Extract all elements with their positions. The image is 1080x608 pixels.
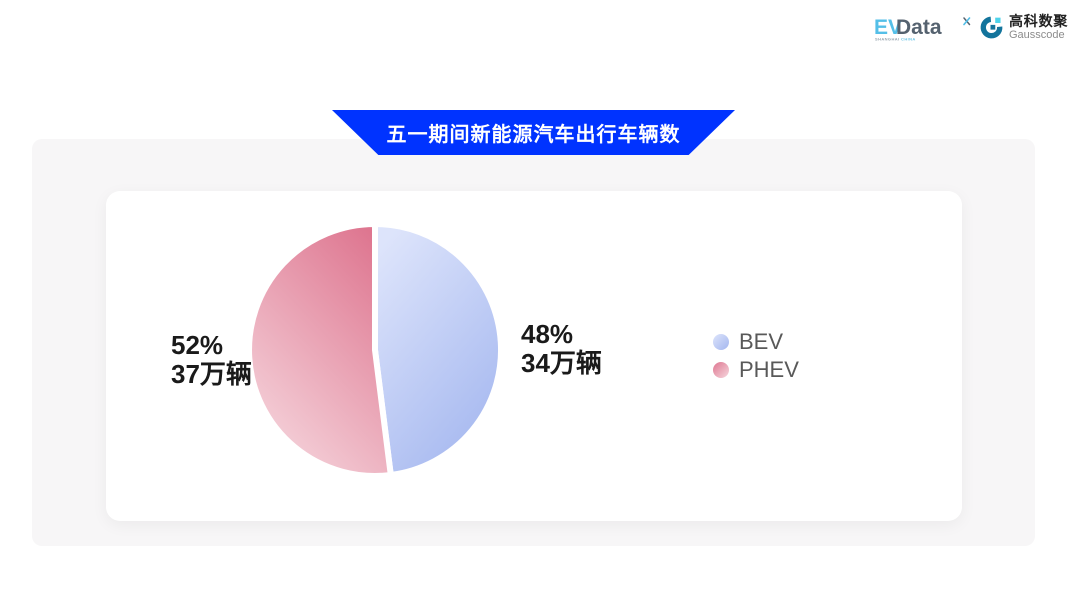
svg-text:SHANGHAI CHINA: SHANGHAI CHINA	[875, 37, 916, 42]
